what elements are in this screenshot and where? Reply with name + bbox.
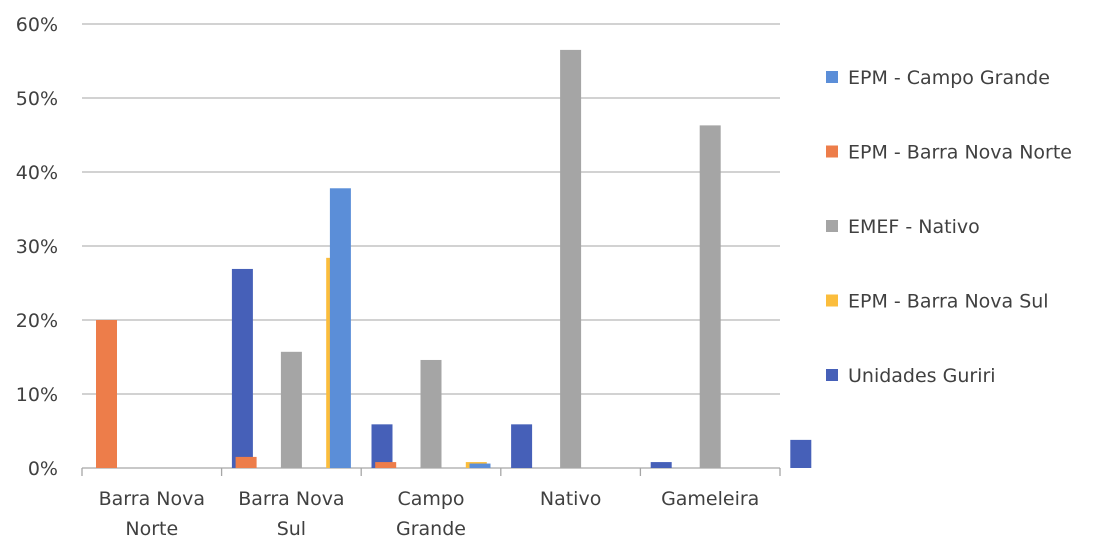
bar xyxy=(511,424,533,468)
legend-swatch xyxy=(826,71,838,83)
bar xyxy=(699,125,721,468)
x-axis: Barra Nova Norte Barra Nova Sul Campo Grande N… xyxy=(81,468,781,540)
bar xyxy=(560,49,582,469)
y-tick-label: 20% xyxy=(16,310,58,332)
legend-swatch xyxy=(826,220,838,232)
legend-swatch xyxy=(826,369,838,381)
legend-label: Unidades Guriri xyxy=(848,365,996,387)
legend-label: EPM - Campo Grande xyxy=(848,67,1050,89)
y-axis: 0% 10% 20% 30% 40% 50% 60% xyxy=(16,14,58,480)
bar xyxy=(469,463,491,468)
x-category-label: Gameleira xyxy=(661,488,759,510)
bar xyxy=(375,462,397,468)
bar xyxy=(371,424,393,468)
legend: EPM - Campo Grande EPM - Barra Nova Norte… xyxy=(826,67,1072,387)
gridlines xyxy=(82,23,780,469)
y-tick-label: 60% xyxy=(16,14,58,36)
y-tick-label: 40% xyxy=(16,162,58,184)
y-tick-label: 10% xyxy=(16,384,58,406)
bar xyxy=(790,439,812,468)
legend-label: EMEF - Nativo xyxy=(848,216,980,238)
y-tick-label: 30% xyxy=(16,236,58,258)
bar xyxy=(231,268,253,468)
bar xyxy=(96,320,117,468)
x-category-label: Campo xyxy=(397,488,464,510)
y-tick-label: 50% xyxy=(16,88,58,110)
x-category-label: Barra Nova xyxy=(99,488,205,510)
bar xyxy=(329,188,351,468)
bar xyxy=(420,359,442,468)
x-category-label: Norte xyxy=(125,518,178,540)
legend-swatch xyxy=(826,294,838,307)
bars xyxy=(96,49,812,469)
x-category-label: Barra Nova xyxy=(238,488,344,510)
legend-label: EPM - Barra Nova Sul xyxy=(848,291,1049,313)
y-tick-label: 0% xyxy=(28,458,58,480)
x-category-label: Sul xyxy=(277,518,306,540)
bar xyxy=(650,462,672,468)
bar xyxy=(235,456,257,468)
legend-swatch xyxy=(826,145,838,158)
legend-label: EPM - Barra Nova Norte xyxy=(848,142,1072,164)
x-category-label: Grande xyxy=(396,518,466,540)
x-category-label: Nativo xyxy=(540,488,601,510)
bar xyxy=(280,351,302,468)
